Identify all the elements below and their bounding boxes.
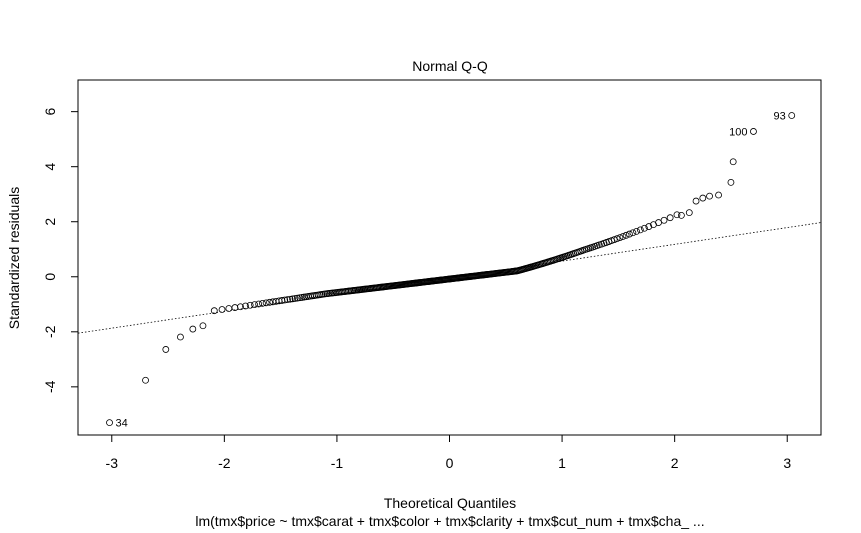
x-axis: -3 -2 -1 0 1 2 3 — [106, 434, 791, 471]
qq-point — [706, 192, 713, 200]
qq-point — [286, 295, 294, 303]
qq-point — [289, 295, 296, 303]
qq-point — [666, 214, 674, 222]
point-labels-layer: 34 100 93 — [116, 111, 786, 430]
qq-point — [291, 295, 299, 302]
qq-point — [262, 299, 270, 307]
qq-point — [673, 211, 681, 219]
qq-point — [259, 300, 266, 307]
qq-point — [622, 231, 630, 239]
point-label: 93 — [773, 111, 785, 123]
qq-point — [189, 325, 197, 333]
qq-point — [729, 158, 737, 166]
point-label: 34 — [116, 418, 128, 430]
qq-point — [284, 296, 291, 304]
qq-point — [636, 226, 644, 234]
plot-frame — [77, 79, 822, 436]
qq-point — [210, 307, 218, 315]
qq-point — [278, 297, 286, 304]
qq-point — [655, 219, 662, 226]
x-tick-label: -1 — [331, 455, 344, 471]
x-tick-label: 0 — [446, 455, 454, 471]
qq-point — [629, 229, 637, 237]
chart-subtitle: lm(tmx$price ~ tmx$carat + tmx$color + t… — [195, 513, 704, 529]
qq-point — [246, 301, 254, 309]
qq-point — [237, 303, 244, 311]
y-tick-label: -4 — [42, 380, 58, 393]
qq-point — [162, 346, 170, 353]
qq-point — [296, 294, 304, 302]
qq-point — [660, 216, 668, 224]
qq-point — [616, 234, 624, 241]
qq-point — [255, 300, 263, 308]
qq-point — [300, 293, 308, 301]
qq-point — [281, 296, 289, 304]
y-axis-title: Standardized residuals — [6, 187, 22, 329]
qq-point — [266, 298, 273, 306]
qq-point — [645, 223, 653, 230]
qq-point — [199, 322, 207, 330]
qq-point — [685, 209, 693, 217]
y-tick-label: 4 — [42, 163, 58, 171]
qq-point — [106, 419, 113, 427]
y-tick-label: 6 — [42, 108, 58, 116]
x-tick-label: -2 — [218, 455, 231, 471]
qq-point — [619, 233, 627, 240]
x-tick-label: 2 — [671, 455, 679, 471]
qq-point — [626, 230, 633, 238]
qq-point — [225, 305, 233, 312]
y-axis: -4 -2 0 2 4 6 — [42, 108, 79, 393]
qq-point — [251, 301, 258, 309]
qq-point — [715, 191, 722, 199]
qq-point — [142, 376, 149, 384]
qq-point — [242, 302, 249, 310]
x-tick-label: 3 — [783, 455, 791, 471]
x-axis-title: Theoretical Quantiles — [384, 495, 516, 511]
x-tick-label: -3 — [106, 455, 119, 471]
qq-point — [294, 294, 301, 302]
y-tick-label: -2 — [42, 325, 58, 338]
y-tick-label: 0 — [42, 273, 58, 281]
qq-point — [727, 178, 735, 186]
qq-point — [750, 128, 757, 135]
qq-point — [298, 294, 306, 301]
point-label: 100 — [729, 126, 747, 138]
y-tick-label: 2 — [42, 218, 58, 226]
qq-point — [699, 194, 707, 202]
qq-point — [678, 211, 685, 219]
x-tick-label: 1 — [558, 455, 566, 471]
points-layer — [106, 112, 796, 427]
chart-title: Normal Q-Q — [412, 58, 488, 74]
qq-point — [788, 112, 796, 119]
qq-point — [692, 197, 700, 205]
qq-point — [633, 227, 640, 235]
qq-point — [613, 235, 621, 243]
qq-point — [641, 224, 648, 232]
qq-point — [218, 306, 226, 313]
qq-point — [177, 333, 184, 341]
